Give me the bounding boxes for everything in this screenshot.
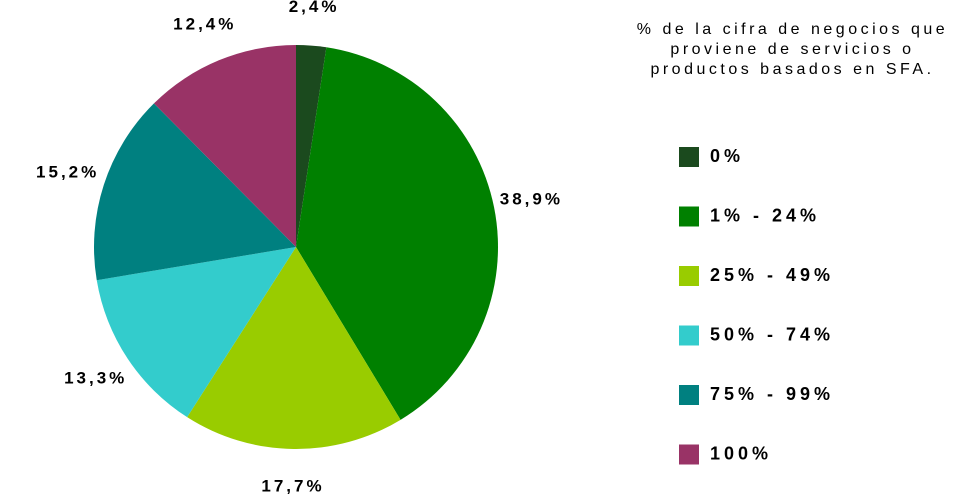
legend-swatch xyxy=(679,147,699,167)
pie-slice xyxy=(153,45,296,247)
pie-slice xyxy=(296,47,498,420)
data-label: 13,3% xyxy=(64,369,127,388)
pie-slice xyxy=(96,247,296,418)
pie-slice xyxy=(296,45,327,247)
pie-slice xyxy=(187,247,401,449)
data-label: 15,2% xyxy=(36,163,99,182)
legend-label: 100% xyxy=(710,443,772,463)
data-label: 38,9% xyxy=(500,190,563,209)
pie-slice xyxy=(94,103,297,281)
legend-label: 75% - 99% xyxy=(710,384,834,404)
legend-swatch xyxy=(679,266,699,286)
legend-swatch xyxy=(679,206,699,227)
legend-label: 0% xyxy=(710,146,744,166)
data-label: 2,4% xyxy=(289,0,340,16)
data-label: 17,7% xyxy=(261,476,324,495)
legend-swatch xyxy=(679,444,699,465)
legend-swatch xyxy=(679,385,699,405)
chart-title: % de la cifra de negocios que proviene d… xyxy=(636,21,949,78)
legend-label: 25% - 49% xyxy=(710,265,834,285)
legend-label: 50% - 74% xyxy=(710,324,834,344)
legend-label: 1% - 24% xyxy=(710,205,820,225)
legend-swatch xyxy=(679,325,699,346)
data-label: 12,4% xyxy=(173,15,236,34)
